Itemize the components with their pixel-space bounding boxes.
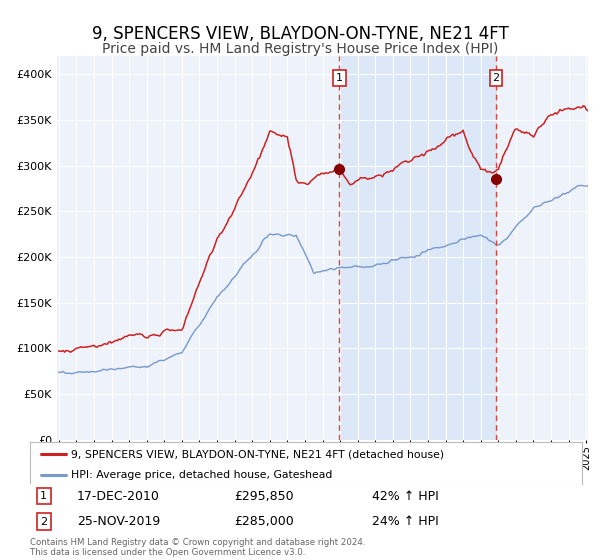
Text: Price paid vs. HM Land Registry's House Price Index (HPI): Price paid vs. HM Land Registry's House … [102,42,498,56]
Text: 2: 2 [493,73,500,83]
Text: £285,000: £285,000 [234,515,294,528]
Text: 1: 1 [40,491,47,501]
Text: 24% ↑ HPI: 24% ↑ HPI [372,515,439,528]
Text: 2: 2 [40,517,47,526]
Bar [340,56,496,440]
Text: HPI: Average price, detached house, Gateshead: HPI: Average price, detached house, Gate… [71,470,333,480]
Text: 1: 1 [336,73,343,83]
Text: £295,850: £295,850 [234,489,294,503]
Text: Contains HM Land Registry data © Crown copyright and database right 2024.
This d: Contains HM Land Registry data © Crown c… [30,538,365,557]
Text: 42% ↑ HPI: 42% ↑ HPI [372,489,439,503]
Text: 9, SPENCERS VIEW, BLAYDON-ON-TYNE, NE21 4FT: 9, SPENCERS VIEW, BLAYDON-ON-TYNE, NE21 … [92,25,508,43]
Text: 17-DEC-2010: 17-DEC-2010 [77,489,160,503]
Text: 25-NOV-2019: 25-NOV-2019 [77,515,160,528]
Text: 9, SPENCERS VIEW, BLAYDON-ON-TYNE, NE21 4FT (detached house): 9, SPENCERS VIEW, BLAYDON-ON-TYNE, NE21 … [71,449,445,459]
